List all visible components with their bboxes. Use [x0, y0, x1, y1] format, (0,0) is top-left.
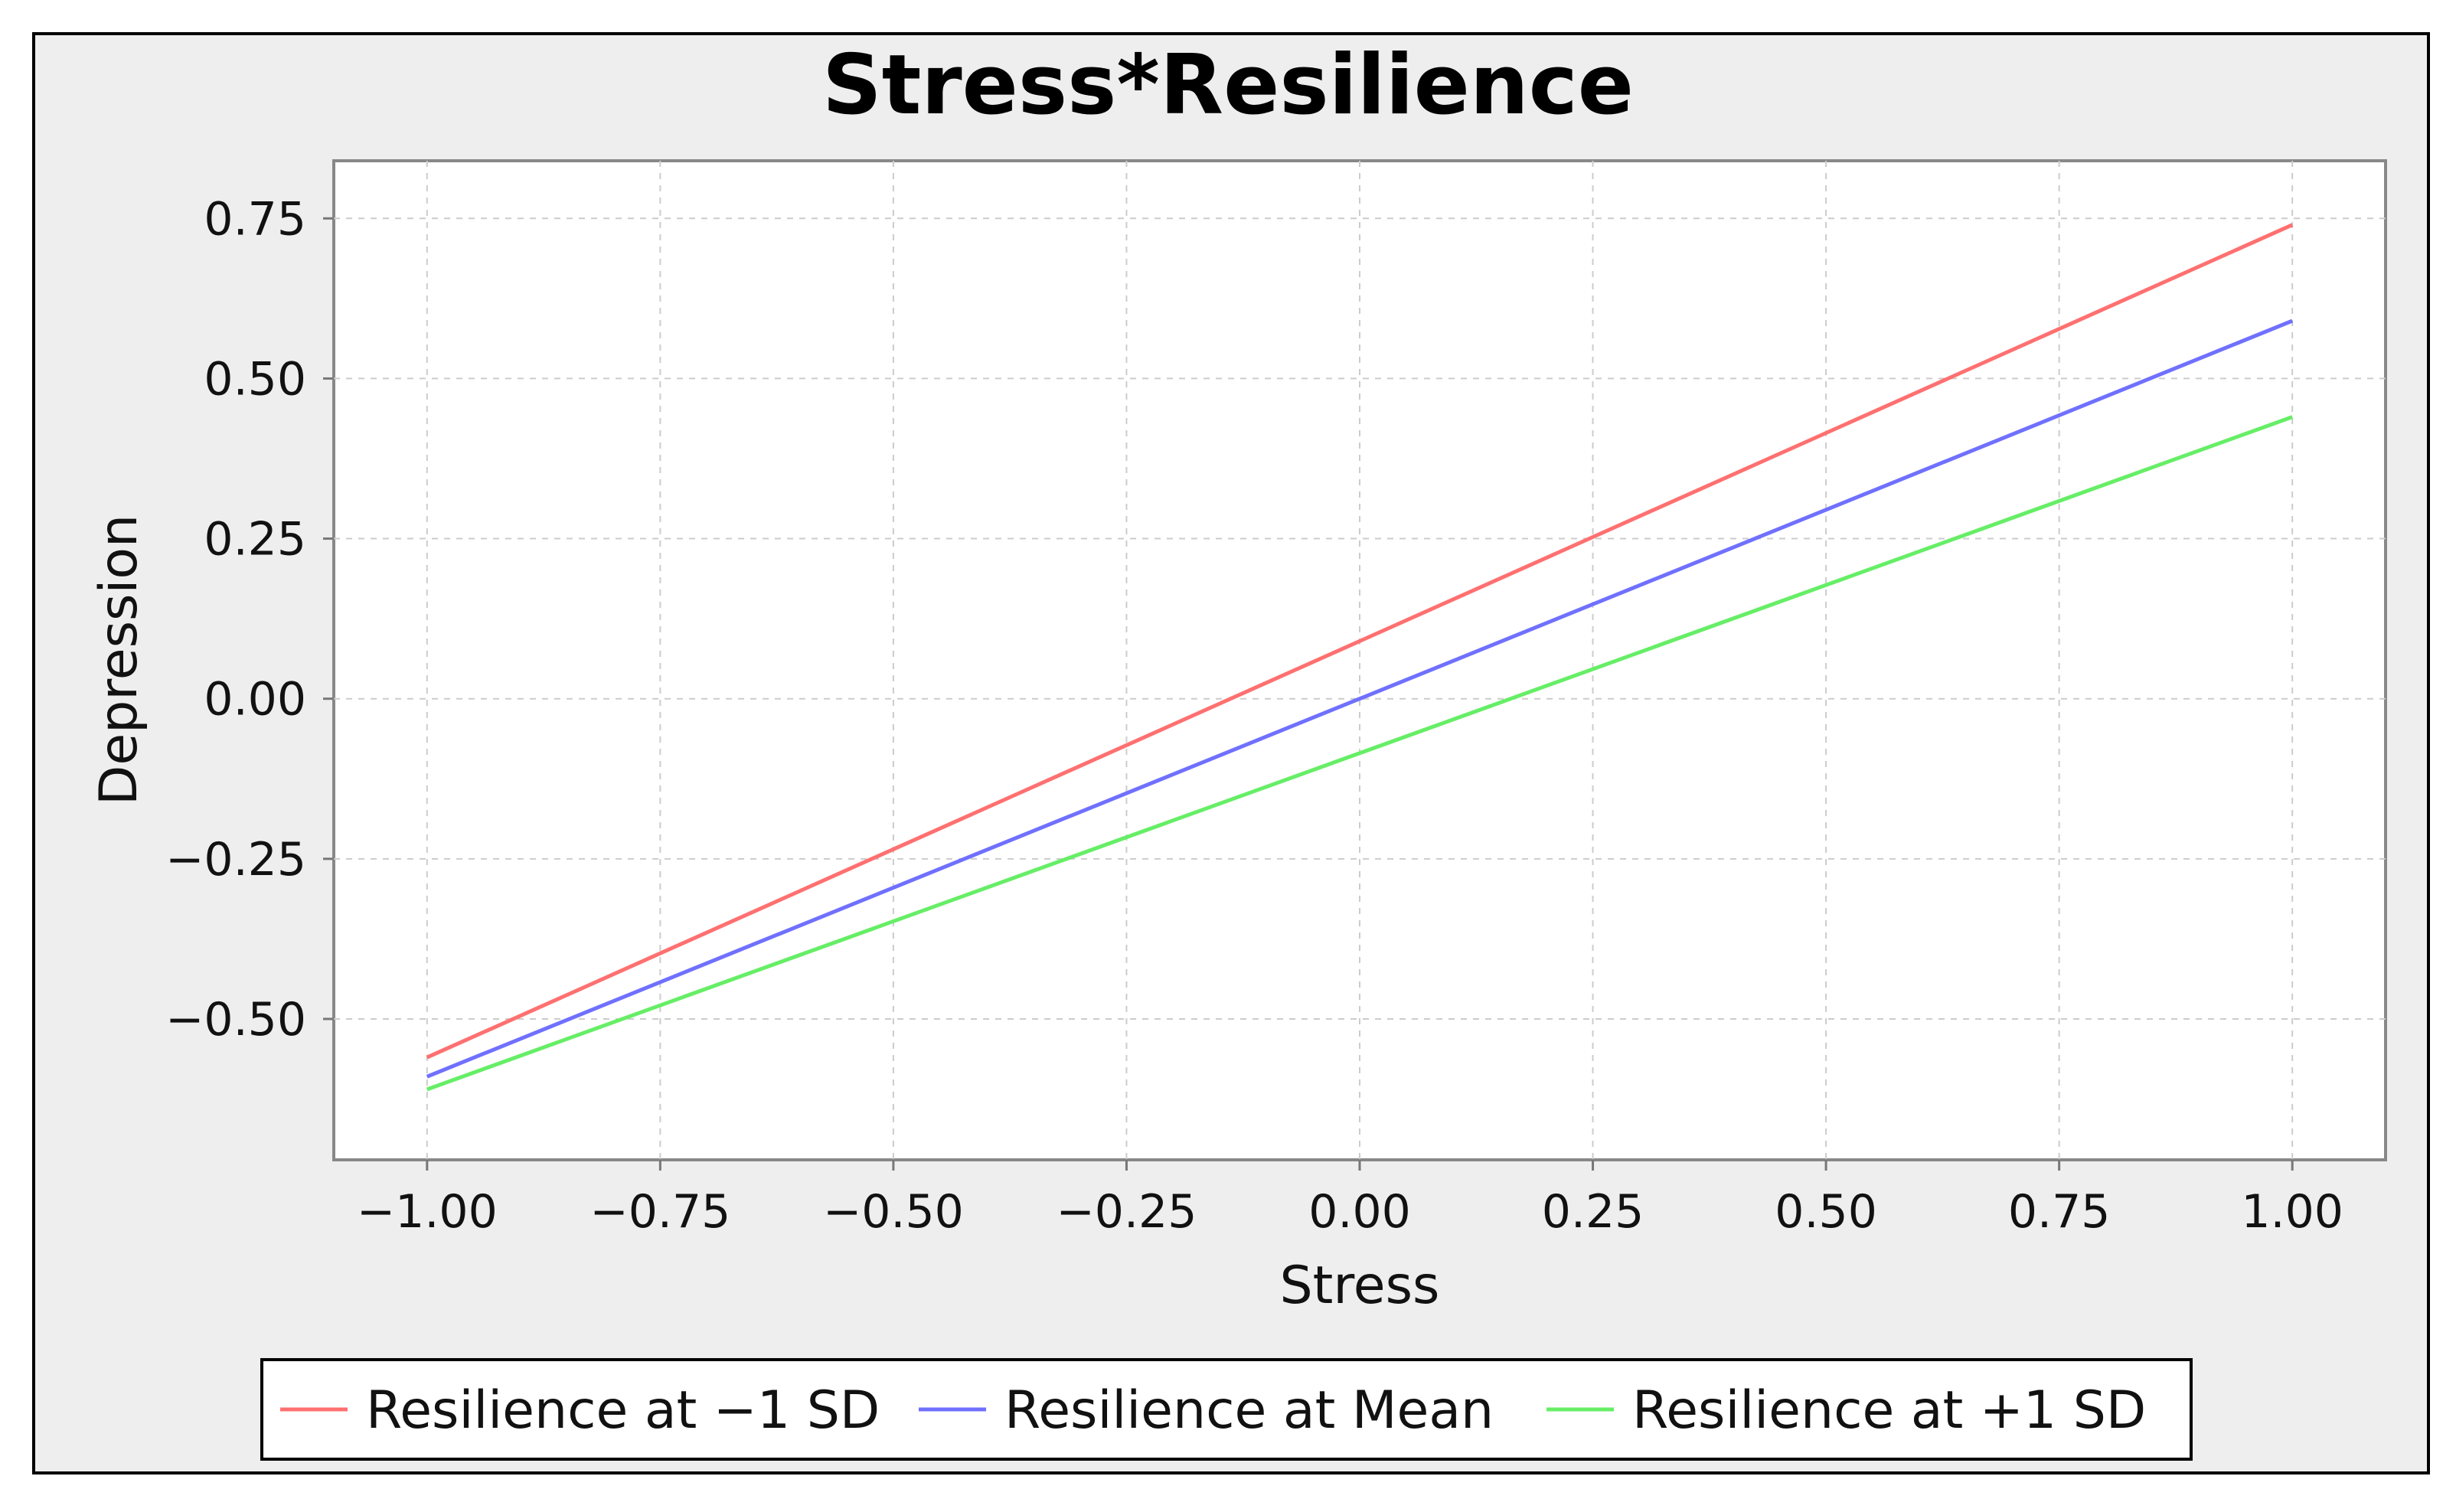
y-tick-label: 0.75 — [204, 192, 306, 246]
legend-label: Resilience at −1 SD — [366, 1380, 880, 1441]
series-line-2 — [426, 415, 2294, 1092]
x-tick-label: −0.25 — [1057, 1185, 1197, 1239]
x-tick-label: 0.75 — [2008, 1185, 2111, 1239]
y-tick-label: 0.00 — [204, 673, 306, 727]
x-tick-label: 0.25 — [1542, 1185, 1644, 1239]
x-tick-label: −0.50 — [823, 1185, 964, 1239]
y-axis-label: Depression — [89, 514, 149, 805]
y-tick-label: −0.25 — [165, 833, 306, 887]
legend-box — [260, 1358, 2193, 1461]
y-tick-label: −0.50 — [165, 993, 306, 1047]
legend: Resilience at −1 SD Resilience at Mean Res… — [260, 1358, 2193, 1461]
series-lines — [426, 223, 2294, 1092]
legend-item-2: Resilience at +1 SD — [1546, 1380, 2146, 1441]
series-line-0 — [426, 223, 2294, 1060]
x-tick-label: 0.50 — [1775, 1185, 1877, 1239]
legend-item-0: Resilience at −1 SD — [280, 1380, 880, 1441]
legend-item-1: Resilience at Mean — [919, 1380, 1494, 1441]
chart-title: Stress*Resilience — [822, 38, 1634, 133]
y-tick-label: 0.25 — [204, 513, 306, 567]
legend-label: Resilience at +1 SD — [1632, 1380, 2146, 1441]
x-tick-label: −1.00 — [357, 1185, 498, 1239]
legend-label: Resilience at Mean — [1004, 1380, 1494, 1441]
x-tick-label: 0.00 — [1308, 1185, 1411, 1239]
series-line-1 — [426, 318, 2294, 1079]
plot-area — [332, 159, 2387, 1161]
x-tick-label: 1.00 — [2241, 1185, 2343, 1239]
x-axis-label: Stress — [1280, 1256, 1440, 1316]
y-tick-label: 0.50 — [204, 352, 306, 406]
axis-ticks: −1.00 −0.75 −0.50 −0.25 0.00 0.25 0.50 0.75 1.00… — [165, 192, 2343, 1239]
x-tick-label: −0.75 — [590, 1185, 730, 1239]
